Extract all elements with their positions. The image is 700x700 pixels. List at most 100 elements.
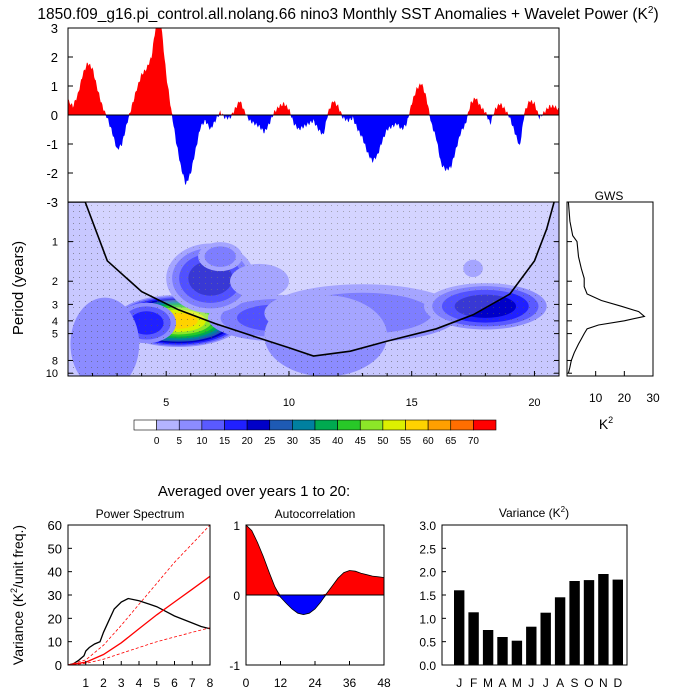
ps-ytick-label: 60 [48,518,62,533]
period-tick-label: 5 [52,329,58,341]
variance-bar [569,581,580,665]
year-tick-label: 5 [163,397,169,409]
var-ytick-label: 1.5 [419,589,436,603]
power-spectrum-panel: Power Spectrum 0 10 20 30 40 50 60 1 2 3 4 5 6 7 8 Var… [9,507,214,690]
wavelet-colorbar: 0 5 10 15 20 25 30 35 40 45 50 55 60 65 70 [133,419,497,447]
colorbar-swatch [246,419,271,431]
ac-xtick-label: 24 [308,676,322,690]
month-label: S [571,676,579,690]
positive-anomaly-area [68,28,559,115]
timeseries-panel: 3 2 1 0 -1 -2 -3 [46,21,560,210]
period-axis-label: Period (years) [10,241,27,335]
colorbar-label: 55 [400,436,412,447]
var-ytick-label: 3.0 [419,519,436,533]
power-spectrum-title: Power Spectrum [96,507,185,521]
period-tick-label: 4 [52,316,58,328]
power-spectrum-frame [67,524,211,666]
variance-bar [511,640,523,665]
colorbar-label: 5 [176,436,182,447]
month-label: F [470,676,477,690]
colorbar-label: 70 [468,436,480,447]
month-label: J [543,676,549,690]
colorbar-swatch [178,419,203,431]
cone-of-influence-region [68,202,559,356]
gws-tick-label: 30 [646,391,660,405]
spectrum-line-spectrum [68,597,210,665]
colorbar-swatch [292,419,316,431]
colorbar-swatch [224,419,248,431]
month-label: A [556,676,564,690]
variance-bar [583,580,595,665]
ps-xtick-label: 4 [136,676,143,690]
ts-ytick-label: 1 [51,79,58,94]
gws-line [567,201,646,374]
ac-ytick-label: 1 [233,519,240,533]
ps-xtick-label: 6 [171,676,178,690]
month-label: M [512,676,522,690]
variance-bar [468,612,479,665]
gws-tick-label: 20 [618,391,632,405]
ts-ytick-label: 2 [51,50,58,65]
ac-xtick-label: 0 [243,676,250,690]
gws-frame [566,201,654,377]
colorbar-swatch [473,419,497,431]
ps-ytick-label: 0 [55,658,62,673]
ps-xtick-label: 8 [207,676,214,690]
gws-xlabel: K2 [599,415,613,432]
colorbar-label: 25 [264,436,276,447]
ts-ytick-label: 3 [51,21,58,36]
period-tick-label: 8 [52,355,58,367]
spectrum-line-red-noise [68,575,210,665]
colorbar-label: 15 [219,436,231,447]
var-ytick-label: 1.0 [419,612,436,626]
autocorrelation-title: Autocorrelation [275,507,356,521]
colorbar-swatch [450,419,474,431]
ps-ytick-label: 50 [48,541,62,556]
month-label: J [456,676,462,690]
gws-panel: GWS 10 20 30 K2 [566,189,660,432]
ac-xtick-label: 12 [274,676,288,690]
period-tick-label: 2 [52,276,58,288]
ac-ytick-label: -1 [229,659,240,673]
ac-xtick-label: 36 [343,676,357,690]
colorbar-label: 35 [309,436,321,447]
ps-xtick-label: 5 [153,676,160,690]
gws-title: GWS [595,189,624,203]
ps-xtick-label: 1 [82,676,89,690]
colorbar-label: 40 [332,436,344,447]
variance-bar [497,637,508,665]
colorbar-swatch [314,419,338,431]
variance-bar [482,630,494,665]
month-label: A [498,676,506,690]
spectrum-line-upper-bound [68,525,210,665]
positive-autocorrelation-area [246,525,384,595]
figure-title: 1850.f09_g16.pi_control.all.nolang.66 ni… [37,5,658,23]
colorbar-label: 10 [196,436,208,447]
period-tick-label: 10 [46,368,58,380]
negative-anomaly-area [68,115,559,186]
ac-xtick-label: 48 [377,676,391,690]
ts-ytick-label: -1 [46,137,58,152]
ps-ytick-label: 10 [48,635,62,650]
ps-xtick-label: 3 [118,676,125,690]
month-label: D [613,676,622,690]
averaged-subtitle: Averaged over years 1 to 20: [158,483,350,500]
ac-ytick-label: 0 [233,589,240,603]
year-tick-label: 10 [283,397,295,409]
ps-ytick-label: 20 [48,611,62,626]
variance-title: Variance (K2) [499,505,569,520]
gws-tick-label: 10 [589,391,603,405]
colorbar-swatch [382,419,406,431]
cone-of-influence-line [68,202,555,357]
significance-stipple [68,202,559,376]
colorbar-label: 45 [355,436,367,447]
autocorrelation-panel: Autocorrelation 10-10 12 24 36 48 [229,507,391,690]
colorbar-label: 60 [423,436,435,447]
colorbar-label: 20 [242,436,254,447]
variance-bar [454,590,465,665]
colorbar-swatch [269,419,293,431]
variance-bar [598,574,609,665]
